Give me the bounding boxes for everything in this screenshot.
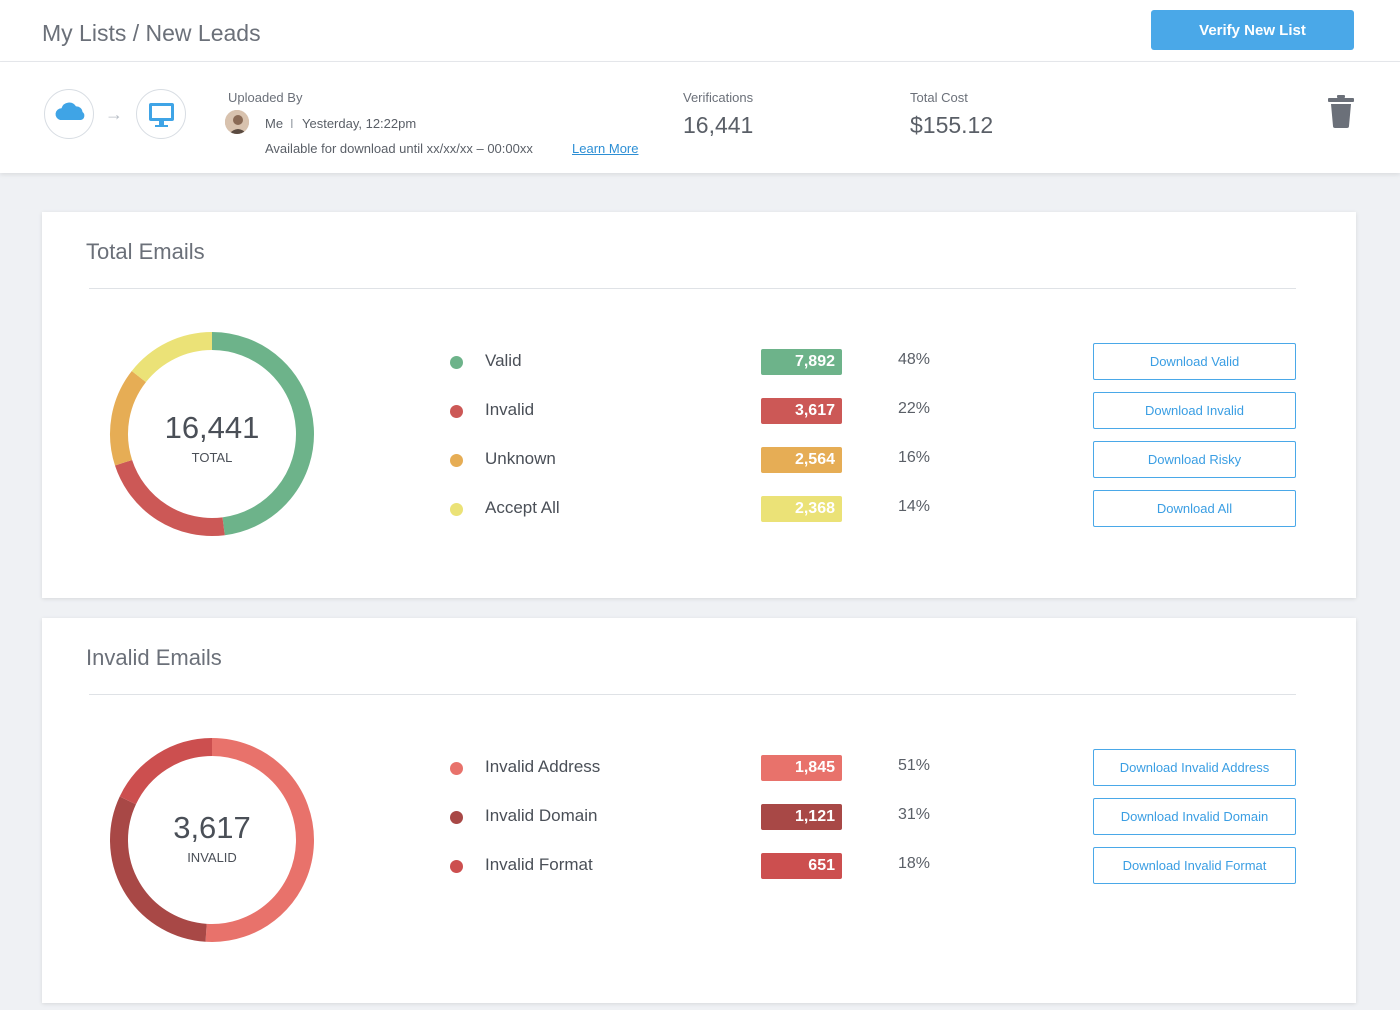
- trash-icon[interactable]: [1326, 94, 1356, 133]
- list-item: Invalid Address 1,845 51% Download Inval…: [42, 748, 1356, 788]
- percent-value: 16%: [898, 449, 931, 466]
- category-label: Invalid Format: [485, 855, 593, 874]
- status-dot: [450, 762, 463, 775]
- count-badge: 7,892: [761, 349, 842, 375]
- upload-timestamp: Yesterday, 12:22pm: [302, 116, 417, 131]
- percent-value: 18%: [898, 855, 931, 872]
- category-label: Invalid: [485, 400, 535, 419]
- invalid-label: INVALID: [187, 850, 237, 865]
- status-dot: [450, 356, 463, 369]
- status-dot: [450, 503, 463, 516]
- divider: [89, 694, 1296, 695]
- count-badge: 1,121: [761, 804, 842, 830]
- category-label: Accept All: [485, 498, 560, 517]
- category-label: Invalid Domain: [485, 806, 598, 825]
- category-label: Unknown: [485, 449, 556, 468]
- list-item: Accept All 2,368 14% Download All: [42, 489, 1356, 529]
- total-emails-card: Total Emails 16,441 TOTAL Valid 7,892 48…: [42, 212, 1356, 598]
- percent-value: 31%: [898, 806, 931, 823]
- list-item: Unknown 2,564 16% Download Risky: [42, 440, 1356, 480]
- cloud-icon: [44, 89, 94, 139]
- category-label: Valid: [485, 351, 522, 370]
- donut-slice-invalid-address: [205, 738, 314, 942]
- status-dot: [450, 860, 463, 873]
- percent-value: 51%: [898, 757, 931, 774]
- count-badge: 651: [761, 853, 842, 879]
- meta-separator: I: [290, 116, 294, 131]
- top-bar: My Lists / New Leads Verify New List: [0, 0, 1400, 62]
- status-dot: [450, 811, 463, 824]
- percent-value: 14%: [898, 498, 931, 515]
- total-cost-value: $155.12: [910, 112, 994, 138]
- total-count: 16,441: [164, 410, 260, 445]
- percent-value: 48%: [898, 351, 931, 368]
- download-all-button[interactable]: Download All: [1093, 490, 1296, 527]
- status-dot: [450, 405, 463, 418]
- download-valid-button[interactable]: Download Valid: [1093, 343, 1296, 380]
- uploaded-by-label: Uploaded By: [228, 90, 303, 105]
- download-invalid-button[interactable]: Download Invalid: [1093, 392, 1296, 429]
- avatar: [225, 110, 249, 134]
- list-item: Invalid Domain 1,121 31% Download Invali…: [42, 797, 1356, 837]
- total-emails-title: Total Emails: [86, 239, 205, 264]
- donut-slice-invalid: [114, 459, 225, 536]
- total-cost-label: Total Cost: [910, 90, 968, 105]
- total-label: TOTAL: [191, 450, 233, 465]
- download-invalid-address-button[interactable]: Download Invalid Address: [1093, 749, 1296, 786]
- status-dot: [450, 454, 463, 467]
- download-invalid-domain-button[interactable]: Download Invalid Domain: [1093, 798, 1296, 835]
- uploader-name: Me: [265, 116, 284, 131]
- learn-more-link[interactable]: Learn More: [572, 141, 639, 156]
- list-item: Invalid Format 651 18% Download Invalid …: [42, 846, 1356, 886]
- monitor-icon: [136, 89, 186, 139]
- list-item: Invalid 3,617 22% Download Invalid: [42, 391, 1356, 431]
- count-badge: 2,368: [761, 496, 842, 522]
- donut-slice-invalid-domain: [110, 796, 207, 942]
- donut-slice-valid: [211, 332, 314, 536]
- divider: [89, 288, 1296, 289]
- invalid-count: 3,617: [173, 810, 251, 845]
- donut-slice-accept-all: [131, 332, 213, 383]
- count-badge: 2,564: [761, 447, 842, 473]
- list-item: Valid 7,892 48% Download Valid: [42, 342, 1356, 382]
- verifications-value: 16,441: [683, 112, 754, 138]
- total-emails-donut: [110, 332, 314, 536]
- download-risky-button[interactable]: Download Risky: [1093, 441, 1296, 478]
- invalid-emails-title: Invalid Emails: [86, 645, 222, 670]
- donut-slice-unknown: [110, 370, 147, 466]
- verify-new-list-button[interactable]: Verify New List: [1151, 10, 1354, 50]
- percent-value: 22%: [898, 400, 931, 417]
- invalid-emails-card: Invalid Emails 3,617 INVALID Invalid Add…: [42, 618, 1356, 1003]
- download-invalid-format-button[interactable]: Download Invalid Format: [1093, 847, 1296, 884]
- breadcrumb[interactable]: My Lists / New Leads: [42, 20, 261, 46]
- donut-slice-invalid-format: [119, 738, 213, 805]
- invalid-emails-donut: [110, 738, 314, 942]
- arrow-right-icon: →: [105, 104, 123, 124]
- availability-text: Available for download until xx/xx/xx – …: [265, 141, 533, 156]
- count-badge: 1,845: [761, 755, 842, 781]
- upload-info-bar: → Uploaded By Me I Yesterday, 12:22pm Av…: [0, 62, 1400, 173]
- count-badge: 3,617: [761, 398, 842, 424]
- category-label: Invalid Address: [485, 757, 601, 776]
- verifications-label: Verifications: [683, 90, 754, 105]
